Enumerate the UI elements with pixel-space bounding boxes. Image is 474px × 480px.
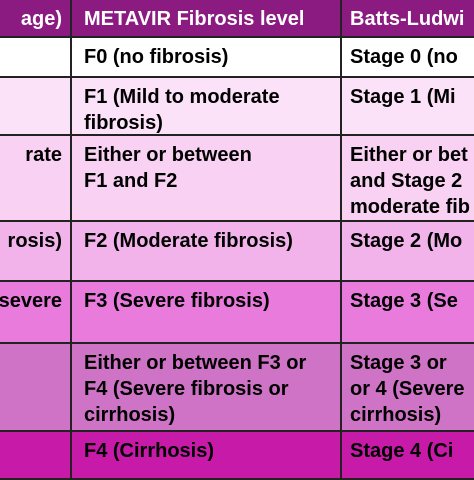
table-cell-metavir: Either or between F1 and F2	[72, 136, 342, 222]
table-cell-batts-ludwig: Stage 2 (Mo	[342, 222, 474, 282]
table-cell-batts-ludwig: Stage 1 (Mi	[342, 78, 474, 136]
header-cell-batts-ludwig: Batts-Ludwi	[342, 0, 474, 38]
table-cell-col1	[0, 432, 72, 480]
table-row: F1 (Mild to moderate fibrosis) Stage 1 (…	[0, 78, 474, 136]
table-cell-batts-ludwig: Stage 0 (no	[342, 38, 474, 78]
table-cell-col1	[0, 38, 72, 78]
table-cell-col1	[0, 344, 72, 432]
table-cell-col1: severe	[0, 282, 72, 344]
table-cell-metavir: Either or between F3 or F4 (Severe fibro…	[72, 344, 342, 432]
table-row: rate Either or between F1 and F2 Either …	[0, 136, 474, 222]
table-cell-col1	[0, 78, 72, 136]
table-cell-batts-ludwig: Stage 3 (Se	[342, 282, 474, 344]
table-row: Either or between F3 or F4 (Severe fibro…	[0, 344, 474, 432]
table-row: F0 (no fibrosis) Stage 0 (no	[0, 38, 474, 78]
header-cell-metavir: METAVIR Fibrosis level	[72, 0, 342, 38]
table-cell-batts-ludwig: Either or bet and Stage 2 moderate fib	[342, 136, 474, 222]
table-cell-metavir: F0 (no fibrosis)	[72, 38, 342, 78]
table-cell-metavir: F3 (Severe fibrosis)	[72, 282, 342, 344]
table-row: severe F3 (Severe fibrosis) Stage 3 (Se	[0, 282, 474, 344]
table-cell-col1: rate	[0, 136, 72, 222]
table-cell-batts-ludwig: Stage 4 (Ci	[342, 432, 474, 480]
table-cell-batts-ludwig: Stage 3 or or 4 (Severe cirrhosis)	[342, 344, 474, 432]
table-cell-metavir: F4 (Cirrhosis)	[72, 432, 342, 480]
table-cell-metavir: F2 (Moderate fibrosis)	[72, 222, 342, 282]
table-cell-metavir: F1 (Mild to moderate fibrosis)	[72, 78, 342, 136]
table-row: rosis) F2 (Moderate fibrosis) Stage 2 (M…	[0, 222, 474, 282]
table-header-row: age) METAVIR Fibrosis level Batts-Ludwi	[0, 0, 474, 38]
table-cell-col1: rosis)	[0, 222, 72, 282]
table-row: F4 (Cirrhosis) Stage 4 (Ci	[0, 432, 474, 480]
header-cell-col1: age)	[0, 0, 72, 38]
